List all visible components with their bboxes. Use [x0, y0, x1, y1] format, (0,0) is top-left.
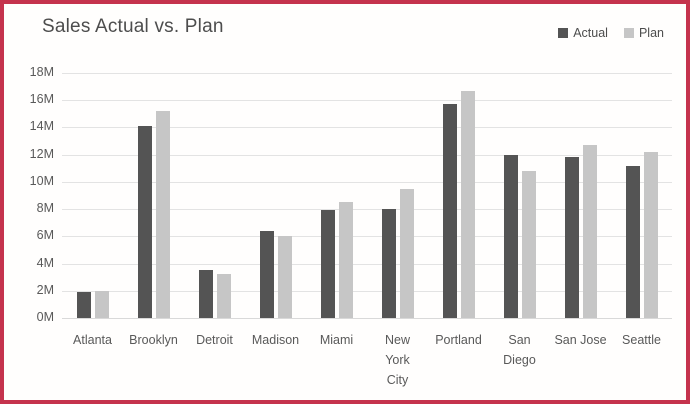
x-axis-category-label: Portland: [435, 333, 482, 347]
bar-actual-atlanta: [76, 292, 91, 318]
x-axis-category-label: Brooklyn: [129, 333, 178, 347]
gridline: [62, 318, 672, 319]
x-axis-category-label: New York City: [384, 333, 410, 387]
bar-actual-san-jose: [564, 157, 579, 318]
bar-plan-new-york-city: [399, 188, 414, 318]
legend-item-actual: Actual: [558, 26, 608, 40]
bar-plan-san-diego: [521, 171, 536, 318]
y-axis-tick-label: 4M: [36, 255, 54, 270]
bar-actual-portland: [442, 104, 457, 318]
x-axis-category-label: Seattle: [622, 333, 661, 347]
y-axis-tick-label: 8M: [36, 201, 54, 216]
y-axis-tick-label: 6M: [36, 228, 54, 243]
x-axis-category-label: Madison: [251, 333, 300, 347]
legend-label-plan: Plan: [638, 26, 664, 40]
gridline: [62, 263, 672, 265]
actual-series-swatch-icon: [558, 28, 569, 38]
legend-item-plan: Plan: [623, 26, 664, 40]
bar-plan-detroit: [216, 274, 231, 318]
x-axis-category-label: San Diego: [503, 333, 536, 367]
bar-actual-san-diego: [503, 154, 518, 318]
y-axis-tick-label: 18M: [29, 65, 54, 79]
bar-actual-brooklyn: [137, 126, 152, 318]
chart-title: Sales Actual vs. Plan: [42, 16, 224, 37]
legend-label-actual: Actual: [573, 26, 608, 40]
gridline: [62, 100, 672, 102]
legend: Actual Plan: [558, 26, 664, 40]
y-axis-tick-label: 0M: [36, 310, 54, 324]
bar-plan-madison: [277, 236, 292, 318]
x-axis-category-label: Detroit: [196, 333, 233, 347]
x-axis-category-label: Atlanta: [73, 333, 112, 347]
bar-actual-new-york-city: [381, 209, 396, 318]
y-axis-tick-label: 12M: [29, 146, 54, 161]
bar-plan-portland: [460, 90, 475, 318]
bar-actual-miami: [320, 210, 335, 318]
plot-area: [62, 73, 672, 319]
plan-series-swatch-icon: [623, 28, 634, 38]
gridline: [62, 209, 672, 211]
y-axis-tick-label: 10M: [29, 173, 54, 188]
y-axis-tick-label: 16M: [29, 92, 54, 107]
y-axis-tick-label: 14M: [29, 119, 54, 134]
bar-plan-san-jose: [582, 145, 597, 318]
bar-actual-detroit: [198, 270, 213, 318]
bar-plan-miami: [338, 202, 353, 318]
gridline: [62, 127, 672, 129]
gridline: [62, 73, 672, 74]
bar-plan-atlanta: [94, 290, 109, 318]
bar-actual-madison: [259, 230, 274, 318]
x-axis-category-label: San Jose: [554, 333, 607, 347]
x-axis-category-label: Miami: [319, 333, 354, 347]
gridline: [62, 181, 672, 183]
y-axis-tick-label: 2M: [36, 282, 54, 297]
bar-plan-seattle: [643, 151, 658, 318]
gridline: [62, 154, 672, 156]
gridline: [62, 236, 672, 238]
bar-actual-seattle: [625, 165, 640, 318]
gridline: [62, 290, 672, 292]
bar-plan-brooklyn: [155, 111, 170, 318]
